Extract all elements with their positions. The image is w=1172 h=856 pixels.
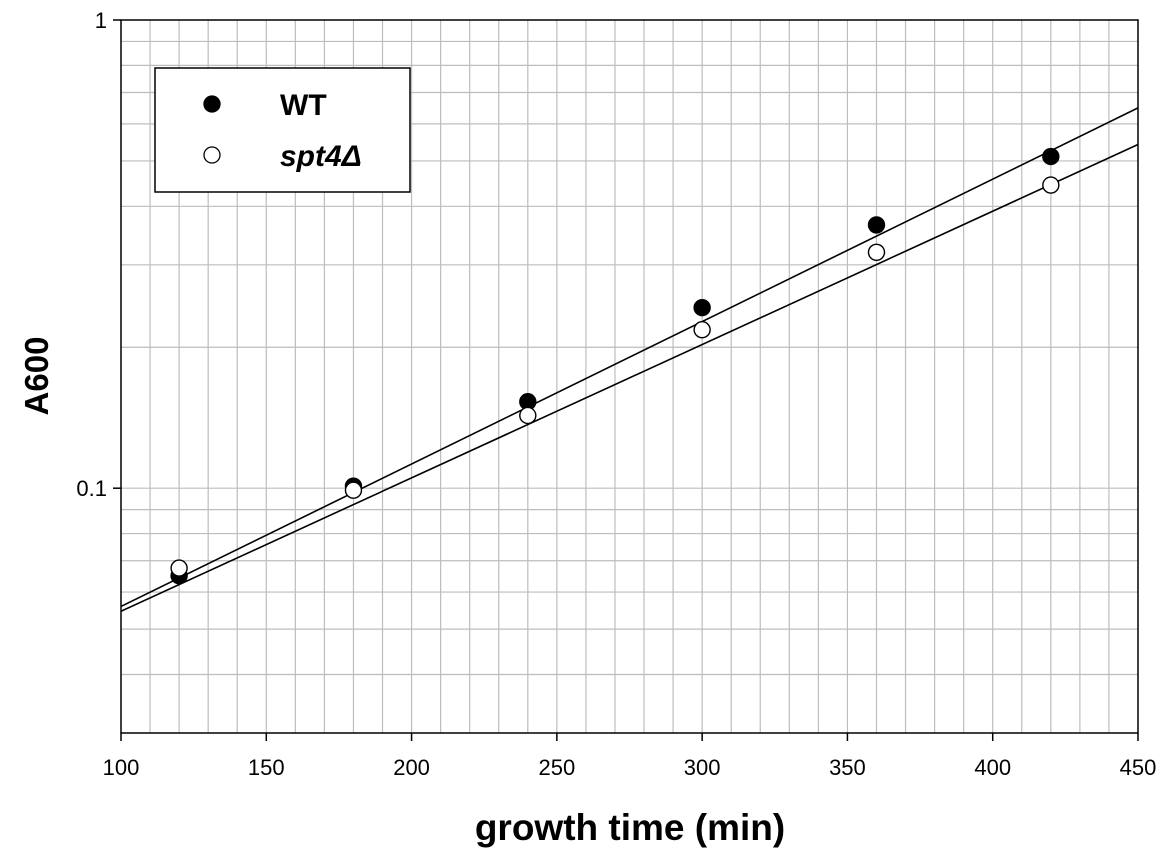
data-point-spt4	[867, 243, 886, 262]
y-tick-label: 0.1	[76, 476, 107, 501]
data-point-spt4	[344, 481, 363, 499]
data-point-wt	[867, 216, 886, 234]
x-axis-title: growth time (min)	[475, 807, 785, 848]
legend-label-wt: WT	[280, 89, 327, 122]
y-axis-title: A600	[18, 337, 55, 416]
data-point-spt4	[170, 559, 188, 577]
fit-line-spt4	[120, 143, 1139, 612]
x-tick-label: 300	[684, 755, 721, 780]
y-tick-label: 1	[95, 8, 107, 33]
data-point-wt	[693, 298, 711, 317]
data-point-wt	[1042, 147, 1060, 166]
legend: WT spt4Δ	[154, 67, 411, 193]
x-tick-label: 150	[248, 755, 285, 780]
axis-ticks: 100 150 200 250 300 350 400 450 0.1 1	[76, 8, 1156, 780]
legend-marker-wt	[203, 95, 221, 113]
x-tick-label: 350	[829, 755, 866, 780]
x-tick-label: 400	[974, 755, 1011, 780]
data-point-spt4	[1042, 176, 1060, 194]
legend-box	[154, 67, 411, 193]
fit-line-wt	[120, 107, 1139, 608]
data-point-spt4	[519, 406, 537, 425]
plot-area-border	[120, 19, 1139, 734]
legend-label-spt4: spt4Δ	[280, 140, 362, 173]
fit-lines	[120, 107, 1139, 612]
legend-marker-spt4	[203, 146, 221, 164]
x-tick-label: 250	[538, 755, 575, 780]
data-points	[170, 147, 1060, 585]
data-point-spt4	[693, 321, 711, 339]
x-tick-label: 200	[393, 755, 430, 780]
x-tick-label: 450	[1120, 755, 1157, 780]
x-tick-label: 100	[103, 755, 140, 780]
